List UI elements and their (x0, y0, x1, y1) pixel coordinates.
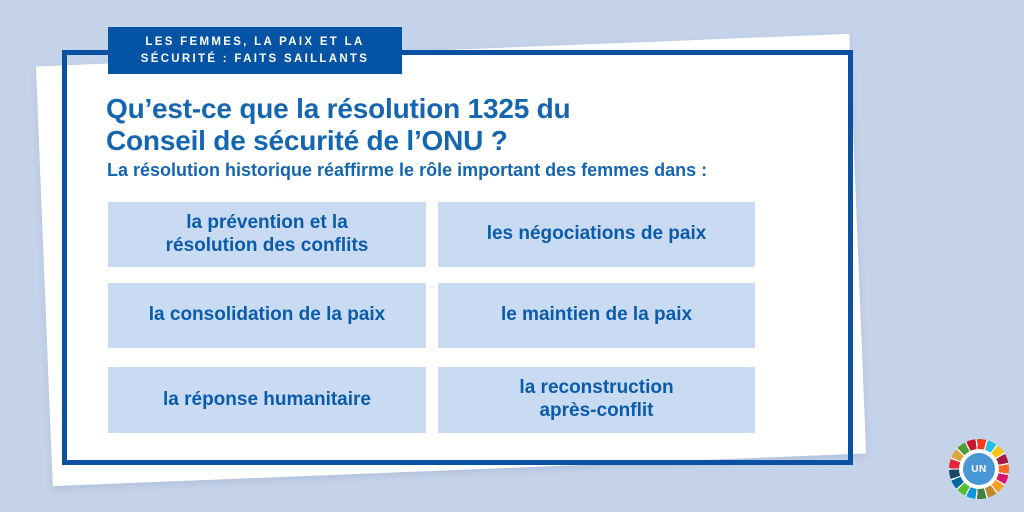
un-emblem-label: UN (971, 463, 987, 475)
page-title: Qu’est-ce que la résolution 1325 du Cons… (106, 93, 571, 156)
topic-badge: LES FEMMES, LA PAIX ET LA SÉCURITÉ : FAI… (108, 27, 402, 74)
topic-box-reconstruction: la reconstruction après-conflit (438, 367, 755, 433)
topic-badge-label: LES FEMMES, LA PAIX ET LA SÉCURITÉ : FAI… (140, 35, 370, 65)
topic-box-negotiations: les négociations de paix (438, 202, 755, 267)
subtitle: La résolution historique réaffirme le rô… (107, 160, 708, 180)
topic-box-maintien: le maintien de la paix (438, 283, 755, 348)
card-border-frame (62, 50, 853, 465)
sdg-un-logo: UN (949, 439, 1009, 499)
topic-box-prevention-resolution: la prévention et la résolution des confl… (108, 202, 426, 267)
topic-box-humanitaire: la réponse humanitaire (108, 367, 426, 433)
topic-box-consolidation: la consolidation de la paix (108, 283, 426, 348)
un-emblem-icon: UN (963, 453, 995, 485)
